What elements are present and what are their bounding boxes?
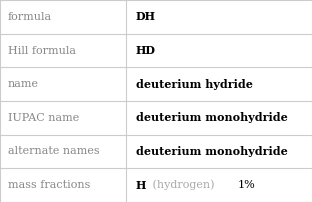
Text: deuterium monohydride: deuterium monohydride [136,146,287,157]
Text: IUPAC name: IUPAC name [8,113,79,123]
Text: DH: DH [136,11,156,22]
Text: name: name [8,79,39,89]
Text: H: H [136,180,146,191]
Text: alternate names: alternate names [8,146,100,157]
Text: deuterium monohydride: deuterium monohydride [136,112,287,123]
Text: formula: formula [8,12,52,22]
Text: HD: HD [136,45,156,56]
Text: (hydrogen): (hydrogen) [149,180,218,190]
Text: mass fractions: mass fractions [8,180,90,190]
Text: Hill formula: Hill formula [8,45,76,56]
Text: deuterium hydride: deuterium hydride [136,79,253,90]
Text: 1%: 1% [238,180,256,190]
